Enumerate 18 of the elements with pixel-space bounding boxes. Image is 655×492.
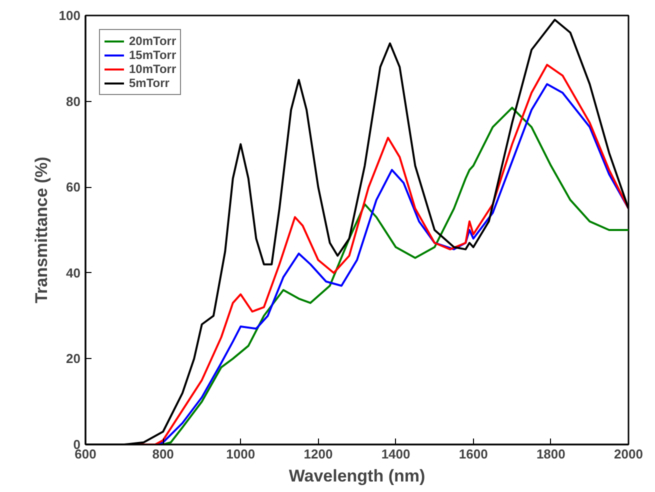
x-tick-label: 1600 — [458, 446, 488, 462]
y-axis-title: Transmittance (%) — [32, 156, 51, 304]
legend-label: 15mTorr — [129, 48, 176, 62]
x-tick-label: 1800 — [536, 446, 566, 462]
x-tick-label: 2000 — [614, 446, 643, 462]
x-tick-label: 800 — [152, 446, 174, 462]
y-tick-label: 60 — [66, 180, 81, 195]
legend-label: 20mTorr — [129, 34, 176, 48]
legend-label: 5mTorr — [129, 76, 170, 90]
y-tick-label: 40 — [66, 265, 81, 280]
legend-label: 10mTorr — [129, 62, 176, 76]
y-tick-label: 80 — [66, 94, 81, 109]
x-tick-label: 1000 — [226, 446, 256, 462]
y-tick-label: 20 — [66, 351, 81, 366]
x-axis-title: Wavelength (nm) — [288, 466, 426, 486]
x-tick-label: 1400 — [381, 446, 410, 462]
y-tick-label: 100 — [58, 8, 81, 23]
x-tick-label: 1200 — [304, 446, 333, 462]
